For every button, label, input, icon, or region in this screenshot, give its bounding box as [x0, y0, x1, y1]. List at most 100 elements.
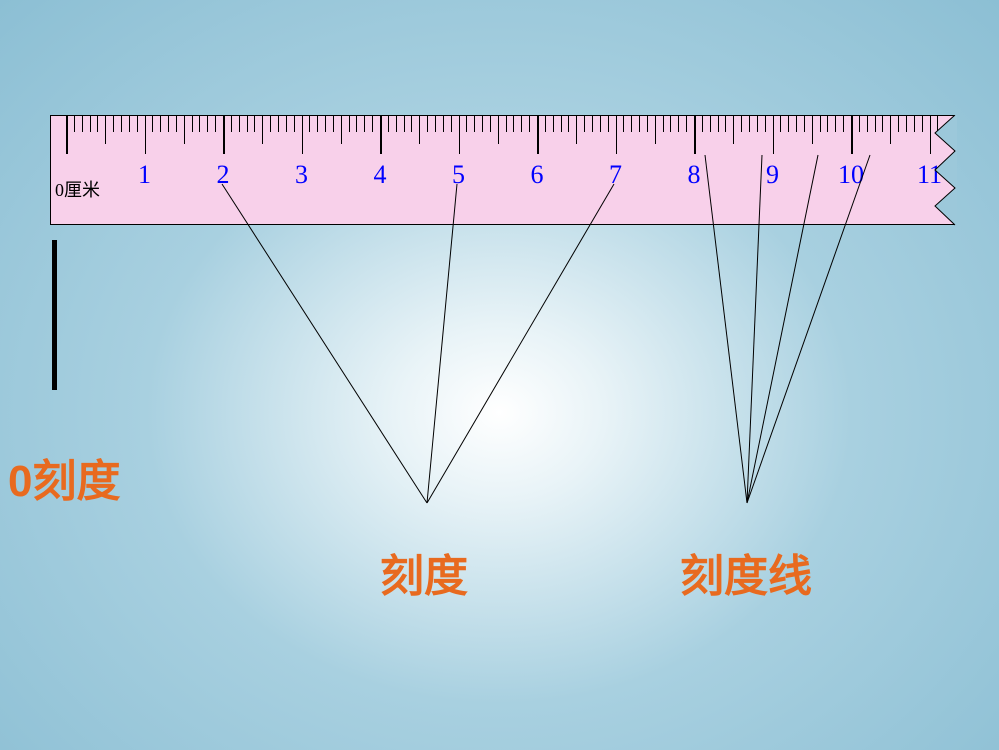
tick-minor	[137, 116, 138, 132]
tick-minor	[882, 116, 883, 132]
tick-minor	[113, 116, 114, 132]
tick-minor	[506, 116, 507, 132]
tick-minor	[608, 116, 609, 132]
tick-half	[576, 116, 577, 144]
tick-minor	[663, 116, 664, 132]
tick-minor	[521, 116, 522, 132]
tick-minor	[859, 116, 860, 132]
ruler-number: 11	[915, 160, 945, 190]
tick-minor	[710, 116, 711, 132]
scale-label: 刻度	[380, 540, 468, 604]
tick-minor	[631, 116, 632, 132]
zero-scale-label: 0刻度	[8, 445, 120, 509]
tick-minor	[435, 116, 436, 132]
tick-major	[145, 116, 147, 154]
scale-line-label: 刻度线	[680, 540, 812, 604]
tick-major	[930, 116, 932, 154]
tick-minor	[443, 116, 444, 132]
tick-minor	[466, 116, 467, 132]
tick-minor	[678, 116, 679, 132]
tick-minor	[121, 116, 122, 132]
tick-minor	[427, 116, 428, 132]
tick-minor	[796, 116, 797, 132]
tick-half	[419, 116, 420, 144]
tick-minor	[239, 116, 240, 132]
ruler-body: 12345678910110厘米	[50, 115, 955, 225]
ruler-number: 6	[522, 160, 552, 190]
tick-minor	[490, 116, 491, 132]
tick-minor	[309, 116, 310, 132]
ruler-number: 8	[679, 160, 709, 190]
tick-minor	[553, 116, 554, 132]
tick-minor	[152, 116, 153, 132]
ruler-number: 10	[836, 160, 866, 190]
tick-major	[694, 116, 696, 154]
tick-minor	[875, 116, 876, 132]
tick-minor	[827, 116, 828, 132]
tick-minor	[922, 116, 923, 132]
tick-minor	[388, 116, 389, 132]
tick-minor	[294, 116, 295, 132]
ruler-number: 9	[758, 160, 788, 190]
tick-minor	[937, 116, 938, 132]
ruler-number: 3	[287, 160, 317, 190]
tick-half	[812, 116, 813, 144]
tick-minor	[396, 116, 397, 132]
zero-indicator-line	[52, 240, 57, 390]
tick-minor	[592, 116, 593, 132]
tick-minor	[82, 116, 83, 132]
tick-minor	[333, 116, 334, 132]
tick-minor	[207, 116, 208, 132]
tick-minor	[757, 116, 758, 132]
tick-major	[66, 116, 68, 154]
tick-minor	[686, 116, 687, 132]
tick-major	[223, 116, 225, 154]
tick-half	[655, 116, 656, 144]
ruler-zero-unit-label: 0厘米	[55, 176, 100, 202]
tick-half	[184, 116, 185, 144]
tick-minor	[231, 116, 232, 132]
tick-minor	[529, 116, 530, 132]
tick-major	[459, 116, 461, 154]
tick-minor	[545, 116, 546, 132]
tick-minor	[718, 116, 719, 132]
tick-half	[262, 116, 263, 144]
tick-minor	[600, 116, 601, 132]
tick-minor	[788, 116, 789, 132]
ruler-number: 4	[365, 160, 395, 190]
tick-minor	[129, 116, 130, 132]
tick-minor	[561, 116, 562, 132]
tick-major	[537, 116, 539, 154]
tick-minor	[568, 116, 569, 132]
tick-minor	[74, 116, 75, 132]
tick-half	[105, 116, 106, 144]
tick-minor	[623, 116, 624, 132]
tick-minor	[741, 116, 742, 132]
tick-minor	[765, 116, 766, 132]
tick-minor	[584, 116, 585, 132]
tick-minor	[356, 116, 357, 132]
ruler-number: 7	[601, 160, 631, 190]
tick-minor	[404, 116, 405, 132]
tick-half	[498, 116, 499, 144]
tick-major	[302, 116, 304, 154]
tick-minor	[702, 116, 703, 132]
tick-minor	[804, 116, 805, 132]
tick-minor	[192, 116, 193, 132]
tick-minor	[215, 116, 216, 132]
tick-minor	[199, 116, 200, 132]
tick-minor	[820, 116, 821, 132]
tick-major	[380, 116, 382, 154]
tick-minor	[451, 116, 452, 132]
tick-minor	[278, 116, 279, 132]
tick-half	[733, 116, 734, 144]
ruler-number: 2	[208, 160, 238, 190]
tick-minor	[254, 116, 255, 132]
tick-minor	[513, 116, 514, 132]
tick-minor	[898, 116, 899, 132]
tick-major	[616, 116, 618, 154]
tick-minor	[639, 116, 640, 132]
tick-minor	[725, 116, 726, 132]
leader-lines	[0, 0, 999, 750]
tick-minor	[670, 116, 671, 132]
